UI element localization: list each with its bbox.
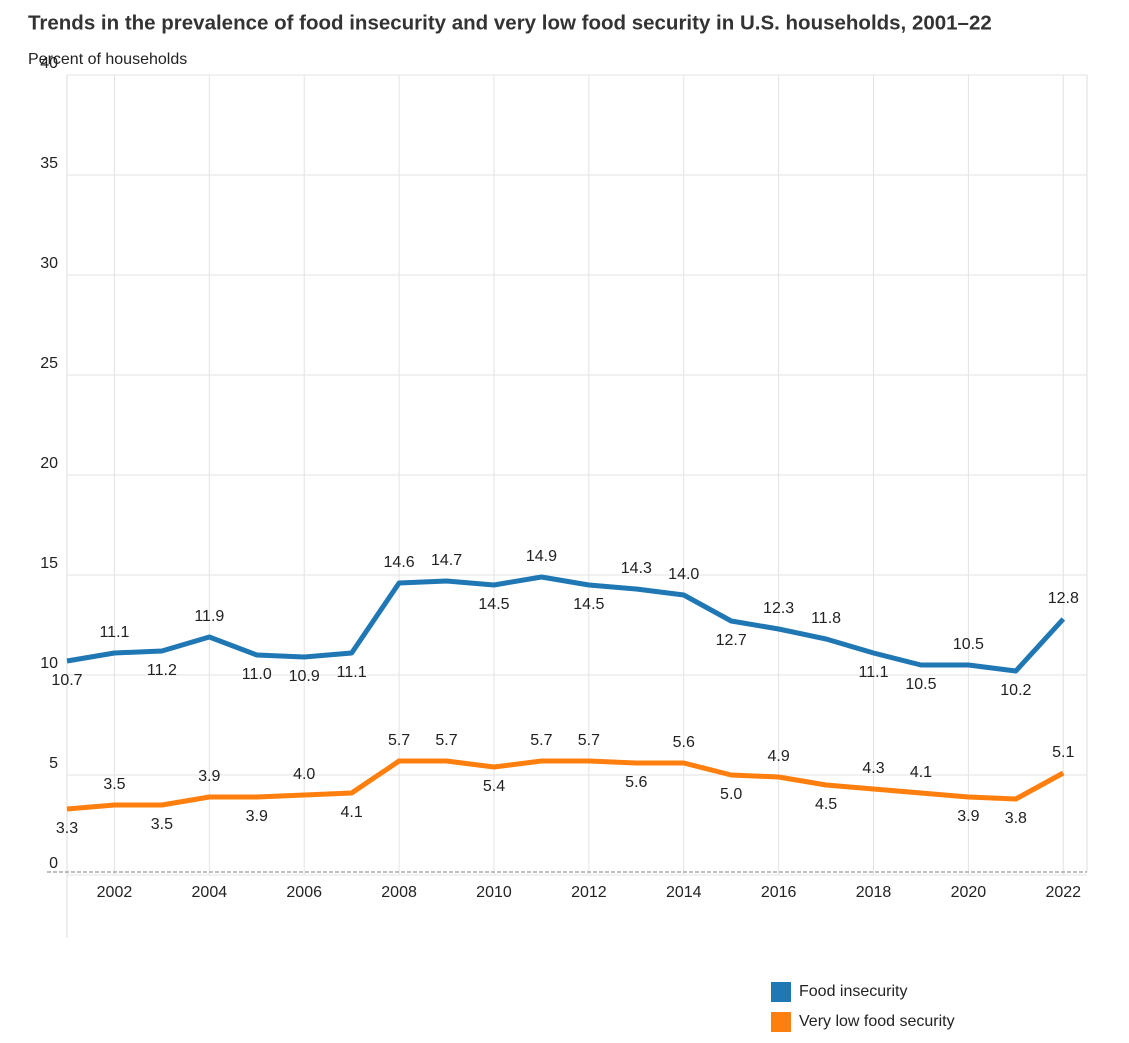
data-label: 3.5	[103, 776, 125, 793]
y-tick-label: 25	[40, 355, 58, 372]
x-tick-label: 2014	[666, 884, 702, 901]
data-label: 14.5	[573, 596, 604, 613]
data-label: 5.6	[673, 734, 695, 751]
data-label: 3.9	[246, 808, 268, 825]
data-label: 4.5	[815, 796, 837, 813]
data-label: 4.1	[341, 804, 363, 821]
x-tick-label: 2022	[1045, 884, 1081, 901]
data-label: 5.7	[388, 732, 410, 749]
data-label: 14.5	[478, 596, 509, 613]
data-label: 12.3	[763, 600, 794, 617]
x-tick-label: 2002	[97, 884, 133, 901]
y-tick-label: 10	[40, 655, 58, 672]
data-label: 11.8	[811, 610, 841, 627]
y-tick-label: 40	[40, 55, 58, 72]
y-tick-label: 0	[49, 855, 58, 872]
data-label: 5.7	[578, 732, 600, 749]
data-label: 5.1	[1052, 744, 1074, 761]
y-tick-label: 20	[40, 455, 58, 472]
data-label: 4.9	[768, 748, 790, 765]
x-tick-label: 2008	[381, 884, 417, 901]
data-label: 14.7	[431, 552, 462, 569]
y-tick-label: 5	[49, 755, 58, 772]
data-label: 11.2	[147, 662, 177, 679]
data-label: 5.7	[435, 732, 457, 749]
y-tick-label: 15	[40, 555, 58, 572]
x-tick-label: 2018	[856, 884, 892, 901]
x-tick-label: 2006	[286, 884, 322, 901]
x-tick-label: 2020	[951, 884, 987, 901]
series-line	[66, 574, 1066, 674]
x-tick-label: 2012	[571, 884, 607, 901]
data-label: 5.0	[720, 786, 742, 803]
x-tick-label: 2010	[476, 884, 512, 901]
x-tick-label: 2016	[761, 884, 797, 901]
y-tick-label: 35	[40, 155, 58, 172]
data-label: 3.9	[957, 808, 979, 825]
data-label: 14.9	[526, 548, 557, 565]
data-label: 3.9	[198, 768, 220, 785]
data-label: 4.1	[910, 764, 932, 781]
data-label: 11.0	[242, 666, 272, 683]
data-label: 3.8	[1005, 810, 1027, 827]
data-label: 11.9	[194, 608, 224, 625]
data-label: 10.7	[51, 672, 82, 689]
data-label: 11.1	[859, 664, 889, 681]
y-tick-label: 30	[40, 255, 58, 272]
data-label: 14.3	[621, 560, 652, 577]
chart-title: Trends in the prevalence of food insecur…	[28, 11, 992, 34]
data-label: 5.6	[625, 774, 647, 791]
legend-swatch	[771, 1012, 791, 1032]
data-label: 11.1	[337, 664, 367, 681]
legend-swatch	[771, 982, 791, 1002]
data-label: 10.5	[953, 636, 984, 653]
data-label: 11.1	[99, 624, 129, 641]
data-label: 12.8	[1048, 590, 1079, 607]
data-label: 4.3	[862, 760, 884, 777]
data-label: 10.5	[905, 676, 936, 693]
data-label: 10.9	[289, 668, 320, 685]
y-axis-label: Percent of households	[28, 51, 187, 68]
data-label: 3.5	[151, 816, 173, 833]
data-label: 5.7	[530, 732, 552, 749]
data-label: 14.0	[668, 566, 699, 583]
legend-label: Food insecurity	[799, 983, 908, 1000]
data-label: 14.6	[384, 554, 415, 571]
series-line	[66, 758, 1065, 812]
data-label: 10.2	[1000, 682, 1031, 699]
data-label: 4.0	[293, 766, 315, 783]
data-label: 5.4	[483, 778, 505, 795]
data-label: 3.3	[56, 820, 78, 837]
data-label: 12.7	[716, 632, 747, 649]
x-tick-label: 2004	[192, 884, 228, 901]
legend-label: Very low food security	[799, 1013, 955, 1030]
